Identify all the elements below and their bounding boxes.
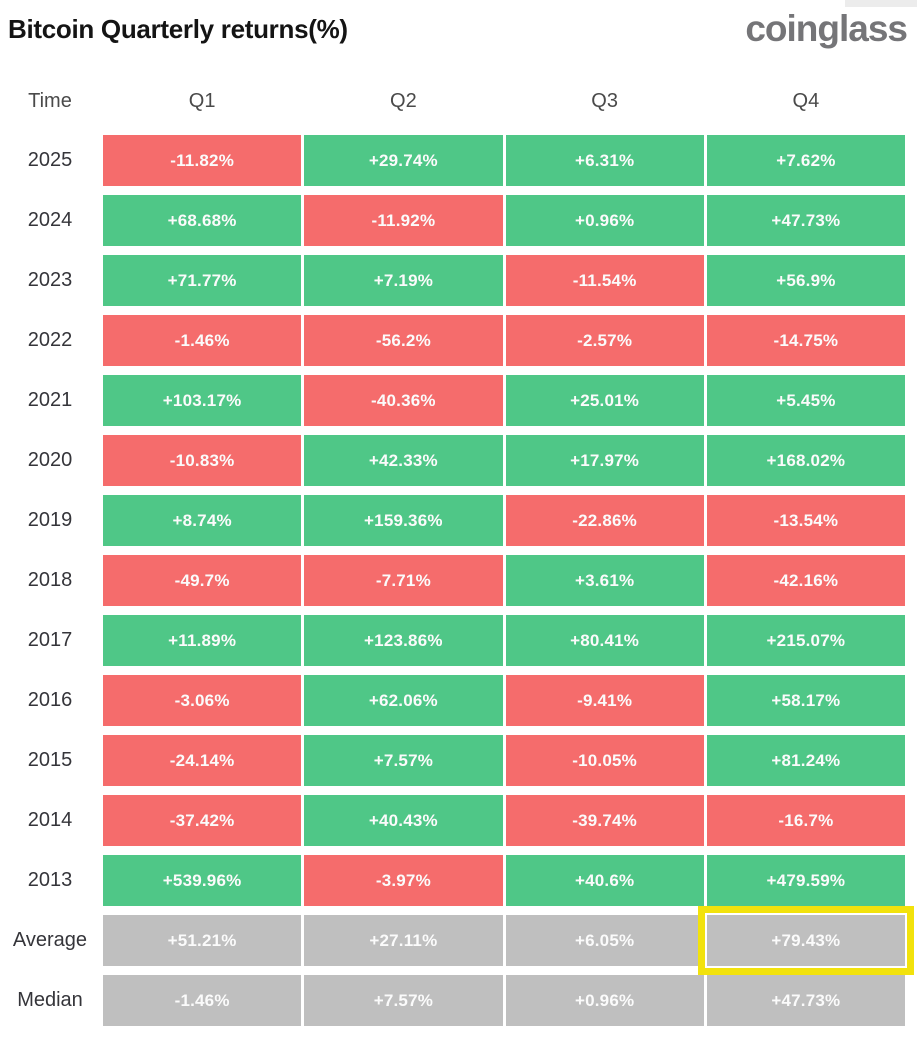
- row-label-2020: 2020: [27, 449, 73, 471]
- return-cell-2013-q3: +40.6%: [505, 855, 704, 906]
- return-cell-2023-q1: +71.77%: [103, 255, 302, 306]
- return-cell-2022-q1: -1.46%: [103, 315, 302, 366]
- return-cell-2016-q2: +62.06%: [304, 675, 503, 726]
- return-cell-average-q2: +27.11%: [304, 915, 503, 966]
- return-cell-2015-q4: +81.24%: [706, 735, 905, 786]
- return-cell-2017-q3: +80.41%: [505, 615, 704, 666]
- return-cell-average-q4: +79.43%: [697, 906, 915, 975]
- column-header-row: Time Q1 Q2 Q3 Q4: [0, 88, 905, 114]
- return-cell-2024-q2: -11.92%: [304, 195, 503, 246]
- return-cell-2014-q3: -39.74%: [505, 795, 704, 846]
- return-cell-2016-q1: -3.06%: [103, 675, 302, 726]
- return-cell-2019-q2: +159.36%: [304, 495, 503, 546]
- row-label-2013: 2013: [27, 869, 73, 891]
- row-label-2016: 2016: [27, 689, 73, 711]
- return-cell-2018-q4: -42.16%: [706, 555, 905, 606]
- return-cell-median-q3: +0.96%: [505, 975, 704, 1026]
- cropped-ui-fragment: [845, 0, 917, 7]
- column-header-q2: Q2: [390, 90, 417, 112]
- row-label-2022: 2022: [27, 329, 73, 351]
- return-cell-median-q4: +47.73%: [706, 975, 905, 1026]
- return-cell-2015-q2: +7.57%: [304, 735, 503, 786]
- return-cell-median-q1: -1.46%: [103, 975, 302, 1026]
- return-cell-2018-q1: -49.7%: [103, 555, 302, 606]
- return-cell-2025-q3: +6.31%: [505, 135, 704, 186]
- row-label-2017: 2017: [27, 629, 73, 651]
- return-cell-2024-q3: +0.96%: [505, 195, 704, 246]
- return-cell-2021-q1: +103.17%: [103, 375, 302, 426]
- return-cell-2016-q4: +58.17%: [706, 675, 905, 726]
- return-cell-2021-q3: +25.01%: [505, 375, 704, 426]
- return-cell-2018-q2: -7.71%: [304, 555, 503, 606]
- row-label-2025: 2025: [27, 149, 73, 171]
- row-label-median: Median: [17, 989, 83, 1011]
- column-header-q3: Q3: [591, 90, 618, 112]
- return-cell-2025-q1: -11.82%: [103, 135, 302, 186]
- return-cell-2015-q3: -10.05%: [505, 735, 704, 786]
- row-label-2018: 2018: [27, 569, 73, 591]
- return-cell-2013-q1: +539.96%: [103, 855, 302, 906]
- return-cell-2020-q1: -10.83%: [103, 435, 302, 486]
- return-cell-2017-q2: +123.86%: [304, 615, 503, 666]
- return-cell-average-q3: +6.05%: [505, 915, 704, 966]
- row-label-average: Average: [12, 929, 88, 951]
- row-label-2014: 2014: [27, 809, 73, 831]
- return-cell-2022-q2: -56.2%: [304, 315, 503, 366]
- return-cell-2014-q4: -16.7%: [706, 795, 905, 846]
- returns-table: 2025 -11.82% +29.74% +6.31% +7.62% 2024 +68.68…: [0, 135, 915, 1026]
- return-cell-2025-q4: +7.62%: [706, 135, 905, 186]
- row-label-2024: 2024: [27, 209, 73, 231]
- return-cell-2023-q3: -11.54%: [505, 255, 704, 306]
- return-cell-average-q1: +51.21%: [103, 915, 302, 966]
- column-header-time: Time: [28, 90, 72, 112]
- row-label-2019: 2019: [27, 509, 73, 531]
- column-header-q4: Q4: [792, 90, 820, 112]
- coinglass-logo[interactable]: coinglass: [745, 8, 908, 49]
- return-cell-2017-q1: +11.89%: [103, 615, 302, 666]
- row-label-2015: 2015: [27, 749, 73, 771]
- return-cell-2015-q1: -24.14%: [103, 735, 302, 786]
- return-cell-median-q2: +7.57%: [304, 975, 503, 1026]
- return-cell-2019-q4: -13.54%: [706, 495, 905, 546]
- return-cell-2023-q2: +7.19%: [304, 255, 503, 306]
- return-cell-2014-q1: -37.42%: [103, 795, 302, 846]
- returns-table-wrap: Time Q1 Q2 Q3 Q4 2025 -11.82% +29.74% +6.31…: [0, 88, 917, 1026]
- return-cell-2020-q4: +168.02%: [706, 435, 905, 486]
- return-cell-2021-q2: -40.36%: [304, 375, 503, 426]
- return-cell-2020-q3: +17.97%: [505, 435, 704, 486]
- return-cell-2016-q3: -9.41%: [505, 675, 704, 726]
- return-cell-2021-q4: +5.45%: [706, 375, 905, 426]
- row-label-2023: 2023: [27, 269, 73, 291]
- return-cell-2013-q4: +479.59%: [706, 855, 905, 906]
- return-cell-2017-q4: +215.07%: [706, 615, 905, 666]
- column-header-q1: Q1: [188, 90, 216, 112]
- return-cell-2013-q2: -3.97%: [304, 855, 503, 906]
- return-cell-2020-q2: +42.33%: [304, 435, 503, 486]
- return-cell-2022-q3: -2.57%: [505, 315, 704, 366]
- return-cell-2022-q4: -14.75%: [706, 315, 905, 366]
- return-cell-2018-q3: +3.61%: [505, 555, 704, 606]
- return-cell-2014-q2: +40.43%: [304, 795, 503, 846]
- header: Bitcoin Quarterly returns(%) coinglass: [0, 0, 917, 60]
- row-label-2021: 2021: [27, 389, 73, 411]
- return-cell-2024-q1: +68.68%: [103, 195, 302, 246]
- return-cell-2019-q3: -22.86%: [505, 495, 704, 546]
- return-cell-2019-q1: +8.74%: [103, 495, 302, 546]
- return-cell-2024-q4: +47.73%: [706, 195, 905, 246]
- return-cell-2023-q4: +56.9%: [706, 255, 905, 306]
- return-cell-2025-q2: +29.74%: [304, 135, 503, 186]
- page-title: Bitcoin Quarterly returns(%): [8, 14, 348, 44]
